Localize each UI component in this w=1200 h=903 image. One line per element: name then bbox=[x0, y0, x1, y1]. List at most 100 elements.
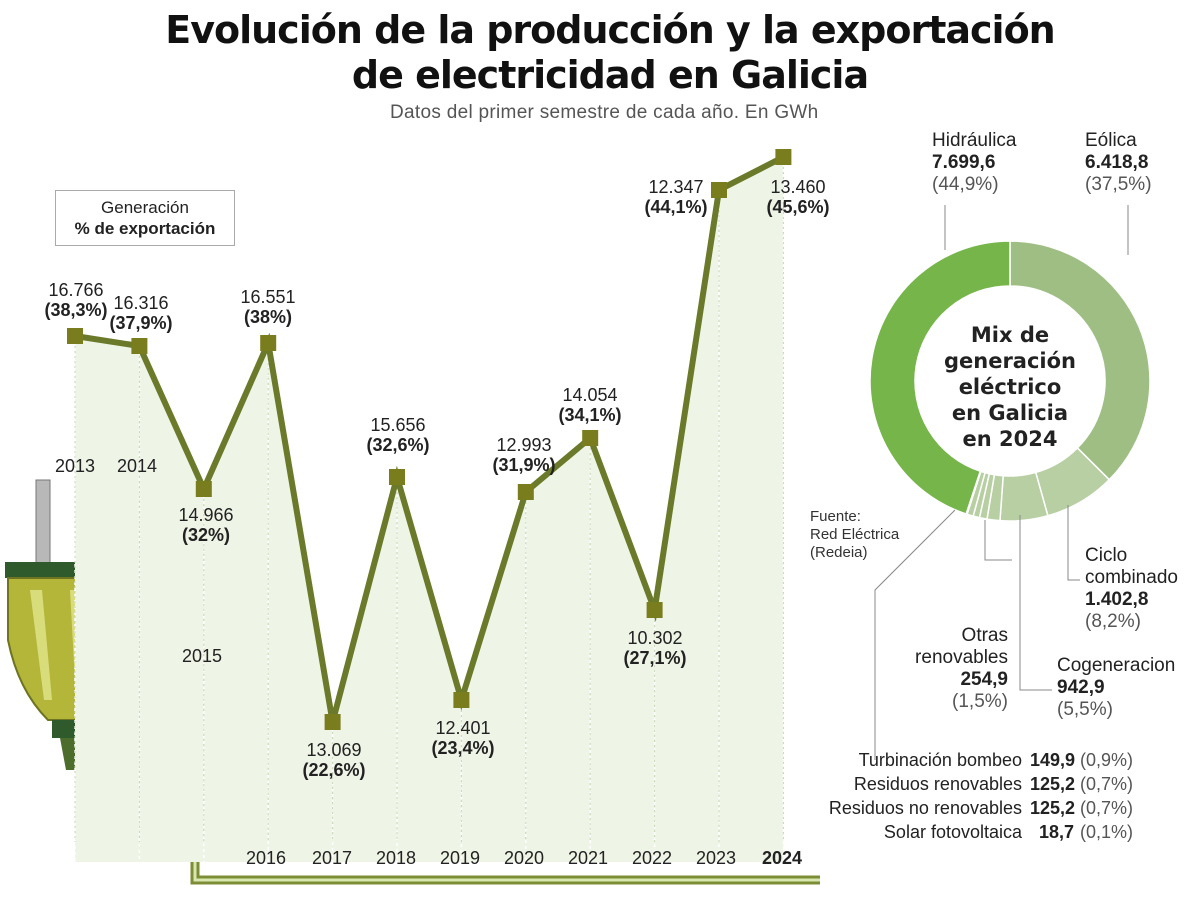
generation-line bbox=[74, 154, 785, 723]
data-label-2013: 16.766 (38,3%) bbox=[44, 280, 107, 320]
label-eolica: Eólica 6.418,8 (37,5%) bbox=[1085, 130, 1152, 196]
data-label-value-2015: 14.966 bbox=[178, 505, 234, 525]
donut-center-line-3: eléctrico bbox=[958, 375, 1062, 399]
data-label-pct-2019: (23,4%) bbox=[431, 738, 495, 758]
legend-box: Generación % de exportación bbox=[55, 190, 235, 246]
turbinacion-pct: (0,9%) bbox=[1080, 750, 1134, 770]
year-label-2017: 2017 bbox=[311, 848, 353, 868]
list-item-residuos-renovables: Residuos renovables 125,2 (0,7%) bbox=[740, 772, 1133, 796]
marker-2024 bbox=[775, 149, 792, 165]
label-otras-name-2: renovables bbox=[915, 647, 1008, 668]
residuos-no-renovables-name: Residuos no renovables bbox=[828, 798, 1022, 818]
source-line-3: (Redeia) bbox=[810, 544, 868, 561]
turbinacion-name: Turbinación bombeo bbox=[858, 750, 1022, 770]
title-line-1: Evolución de la producción y la exportac… bbox=[165, 8, 1055, 52]
donut-center-line-1: Mix de bbox=[970, 323, 1050, 347]
data-label-value-2020: 12.993 bbox=[496, 435, 552, 455]
marker-2017 bbox=[324, 714, 341, 730]
leader-small bbox=[874, 509, 956, 760]
data-label-2016: 16.551 (38%) bbox=[240, 287, 295, 327]
donut-center-line-2: generación bbox=[943, 349, 1077, 373]
data-label-2020: 12.993 (31,9%) bbox=[492, 435, 555, 475]
data-label-value-2023: 12.347 bbox=[648, 177, 704, 197]
label-hidraulica-pct: (44,9%) bbox=[932, 174, 999, 195]
data-label-value-2016: 16.551 bbox=[240, 287, 296, 307]
label-hidraulica: Hidráulica 7.699,6 (44,9%) bbox=[932, 130, 1016, 196]
year-label-2016: 2016 bbox=[245, 848, 287, 868]
year-label-2021: 2021 bbox=[567, 848, 609, 868]
page-title: Evolución de la producción y la exportac… bbox=[0, 8, 1200, 98]
data-label-2022: 10.302 (27,1%) bbox=[623, 628, 686, 668]
residuos-renovables-name: Residuos renovables bbox=[853, 774, 1022, 794]
source-line-2: Red Eléctrica bbox=[810, 526, 900, 543]
data-label-value-2021: 14.054 bbox=[562, 385, 618, 405]
data-label-value-2013: 16.766 bbox=[48, 280, 104, 300]
residuos-no-renovables-value: 125,2 bbox=[1030, 798, 1076, 818]
residuos-renovables-pct: (0,7%) bbox=[1080, 774, 1134, 794]
year-label-2013: 2013 bbox=[54, 456, 96, 476]
legend-generation: Generación bbox=[101, 198, 189, 217]
list-item-residuos-no-renovables: Residuos no renovables 125,2 (0,7%) bbox=[740, 796, 1133, 820]
data-label-value-2018: 15.656 bbox=[370, 415, 426, 435]
data-label-pct-2023: (44,1%) bbox=[644, 197, 708, 217]
data-label-pct-2018: (32,6%) bbox=[366, 435, 430, 455]
marker-2021 bbox=[582, 430, 599, 446]
donut-center-title: Mix de generación eléctrico en Galicia e… bbox=[920, 322, 1100, 452]
label-otras-renovables: Otras renovables 254,9 (1,5%) bbox=[880, 625, 1008, 713]
data-label-pct-2015: (32%) bbox=[181, 525, 230, 545]
data-label-2014: 16.316 (37,9%) bbox=[109, 293, 172, 333]
data-label-pct-2022: (27,1%) bbox=[623, 648, 687, 668]
label-ciclo-combinado: Ciclo combinado 1.402,8 (8,2%) bbox=[1085, 545, 1178, 633]
solar-name: Solar fotovoltaica bbox=[883, 822, 1022, 842]
label-ciclo-value: 1.402,8 bbox=[1085, 589, 1149, 610]
data-label-pct-2014: (37,9%) bbox=[109, 313, 173, 333]
source-note: Fuente: Red Eléctrica (Redeia) bbox=[810, 508, 899, 562]
label-ciclo-name-2: combinado bbox=[1085, 567, 1178, 588]
plug-grip-1 bbox=[30, 590, 52, 700]
label-cogeneracion-name: Cogeneracion bbox=[1057, 655, 1176, 676]
data-label-value-2014: 16.316 bbox=[113, 293, 169, 313]
donut-center-line-5: en 2024 bbox=[962, 427, 1058, 451]
minor-sources-list: Turbinación bombeo 149,9 (0,9%) Residuos… bbox=[740, 748, 1133, 844]
marker-2020 bbox=[517, 484, 534, 500]
residuos-renovables-value: 125,2 bbox=[1030, 774, 1076, 794]
line-chart bbox=[67, 149, 792, 862]
data-label-pct-2013: (38,3%) bbox=[44, 300, 108, 320]
label-hidraulica-name: Hidráulica bbox=[932, 130, 1017, 151]
year-label-2022: 2022 bbox=[631, 848, 673, 868]
label-cogeneracion-pct: (5,5%) bbox=[1057, 699, 1113, 720]
data-label-value-2024: 13.460 bbox=[770, 177, 826, 197]
data-label-pct-2017: (22,6%) bbox=[302, 760, 366, 780]
marker-2014 bbox=[131, 338, 148, 354]
subtitle: Datos del primer semestre de cada año. E… bbox=[390, 102, 819, 123]
data-label-pct-2020: (31,9%) bbox=[492, 455, 556, 475]
label-otras-pct: (1,5%) bbox=[952, 691, 1008, 712]
legend-export-pct: % de exportación bbox=[74, 219, 216, 238]
marker-2019 bbox=[453, 692, 470, 708]
label-eolica-pct: (37,5%) bbox=[1085, 174, 1152, 195]
marker-2022 bbox=[646, 602, 663, 618]
data-label-2017: 13.069 (22,6%) bbox=[302, 740, 365, 780]
year-label-2014: 2014 bbox=[116, 456, 158, 476]
marker-2018 bbox=[389, 469, 405, 485]
label-eolica-name: Eólica bbox=[1085, 130, 1137, 151]
label-cogeneracion-value: 942,9 bbox=[1057, 677, 1105, 698]
year-label-2023: 2023 bbox=[695, 848, 737, 868]
data-label-value-2017: 13.069 bbox=[306, 740, 362, 760]
data-label-pct-2016: (38%) bbox=[243, 307, 292, 327]
title-line-2: de electricidad en Galicia bbox=[351, 53, 869, 97]
label-ciclo-name-1: Ciclo bbox=[1085, 545, 1128, 566]
year-label-2020: 2020 bbox=[503, 848, 545, 868]
data-label-value-2019: 12.401 bbox=[435, 718, 491, 738]
solar-pct: (0,1%) bbox=[1080, 822, 1134, 842]
donut-slice-hidr-ulica bbox=[869, 240, 1011, 515]
line-chart-area bbox=[75, 157, 784, 862]
donut-chart bbox=[869, 205, 1151, 760]
year-label-2018: 2018 bbox=[375, 848, 417, 868]
marker-2023 bbox=[711, 182, 727, 198]
data-label-pct-2021: (34,1%) bbox=[558, 405, 622, 425]
list-item-turbinacion: Turbinación bombeo 149,9 (0,9%) bbox=[740, 748, 1133, 772]
list-item-solar: Solar fotovoltaica 18,7 (0,1%) bbox=[740, 820, 1133, 844]
data-label-2021: 14.054 (34,1%) bbox=[558, 385, 621, 425]
